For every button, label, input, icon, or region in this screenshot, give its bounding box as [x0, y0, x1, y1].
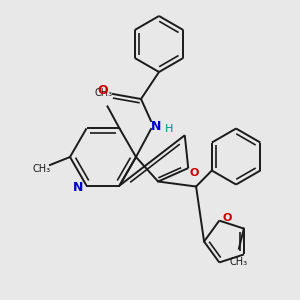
Text: H: H — [165, 124, 173, 134]
Text: CH₃: CH₃ — [94, 88, 112, 98]
Text: N: N — [151, 121, 161, 134]
Text: CH₃: CH₃ — [33, 164, 51, 174]
Text: O: O — [223, 213, 232, 223]
Text: CH₃: CH₃ — [230, 256, 248, 267]
Text: N: N — [73, 181, 84, 194]
Text: O: O — [190, 168, 199, 178]
Text: O: O — [98, 85, 108, 98]
